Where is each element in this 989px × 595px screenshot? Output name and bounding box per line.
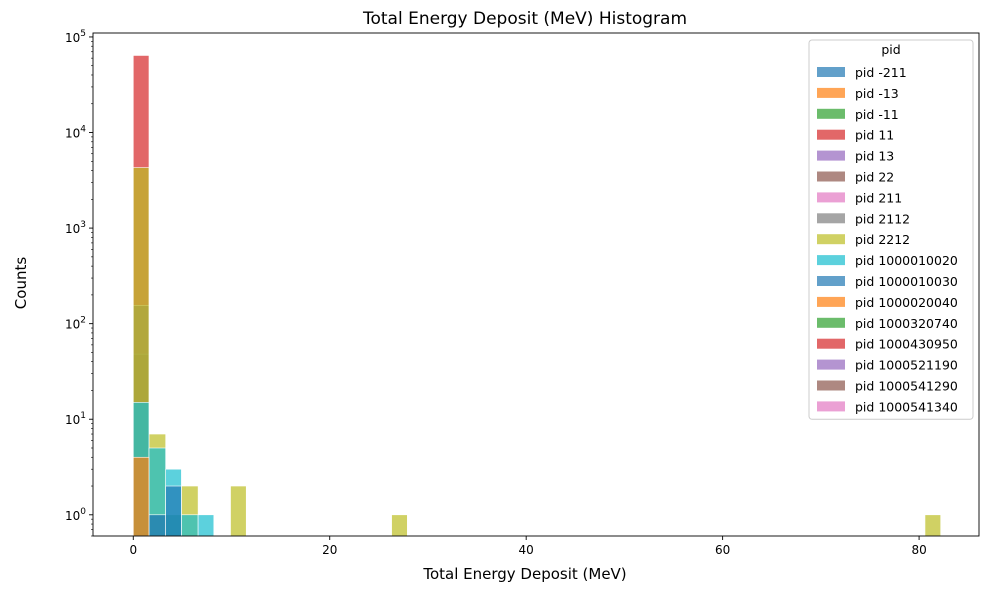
legend-swatch — [817, 213, 845, 224]
legend-item-label: pid 1000010020 — [855, 253, 958, 268]
legend-swatch — [817, 234, 845, 245]
histogram-bar — [148, 514, 166, 537]
legend-item-label: pid 1000541290 — [855, 379, 958, 394]
legend: pid pid -211 pid -13 pid -11 pid 11 pid 13 pid… — [808, 39, 974, 420]
histogram-bar — [165, 485, 182, 537]
y-tick-exponent: 1 — [80, 411, 86, 421]
y-tick-exponent: 5 — [80, 29, 86, 39]
legend-item-label: pid 1000430950 — [855, 337, 958, 352]
legend-item-label: pid 1000521190 — [855, 358, 958, 373]
y-tick-exponent: 4 — [80, 125, 86, 135]
legend-item-label: pid 11 — [855, 128, 894, 143]
y-tick-label: 105 — [65, 29, 86, 45]
y-tick-base: 10 — [65, 31, 80, 45]
y-tick-base: 10 — [65, 318, 80, 332]
x-tick-label: 0 — [129, 543, 137, 557]
x-tick-label: 20 — [322, 543, 337, 557]
y-tick-label: 104 — [65, 125, 86, 141]
y-tick-exponent: 2 — [80, 316, 86, 326]
y-tick-label: 101 — [65, 411, 86, 427]
x-ticks: 0 20 40 60 80 — [129, 536, 927, 557]
y-tick-label: 100 — [65, 507, 86, 523]
legend-swatch — [817, 359, 845, 370]
legend-swatch — [817, 87, 845, 98]
legend-item-label: pid -13 — [855, 86, 899, 101]
legend-item-label: pid 2112 — [855, 211, 910, 226]
legend-swatch — [817, 401, 845, 412]
legend-item-label: pid 13 — [855, 149, 894, 164]
histogram-bar — [230, 485, 247, 537]
y-tick-exponent: 3 — [80, 220, 86, 230]
legend-item-label: pid 1000541340 — [855, 399, 958, 414]
legend-item-label: pid 211 — [855, 190, 902, 205]
histogram-bar — [197, 514, 215, 537]
histogram-bar — [391, 514, 408, 537]
histogram-bar — [181, 514, 199, 537]
chart-title: Total Energy Deposit (MeV) Histogram — [362, 9, 687, 29]
legend-swatch — [817, 150, 845, 161]
plot-frame — [92, 32, 980, 537]
y-tick-exponent: 0 — [80, 507, 86, 517]
legend-item-label: pid 2212 — [855, 232, 910, 247]
histogram-bar — [132, 456, 150, 537]
x-axis-label: Total Energy Deposit (MeV) — [422, 565, 626, 583]
legend-swatch — [817, 380, 845, 391]
legend-swatch — [817, 171, 845, 182]
y-tick-base: 10 — [65, 222, 80, 236]
legend-swatch — [817, 317, 845, 328]
legend-swatch — [817, 255, 845, 266]
legend-swatch — [817, 276, 845, 286]
legend-item-label: pid 22 — [855, 170, 894, 185]
legend-swatch — [817, 108, 845, 119]
histogram-bar — [924, 514, 941, 537]
legend-swatch — [817, 296, 845, 307]
y-tick-label: 103 — [65, 220, 86, 236]
legend-item-label: pid 1000010030 — [855, 274, 958, 289]
legend-item-label: pid -211 — [855, 65, 907, 80]
legend-item-label: pid 1000320740 — [855, 316, 958, 331]
bars-layer — [132, 55, 941, 537]
y-axis-label: Counts — [12, 257, 30, 310]
legend-swatch — [817, 192, 845, 203]
x-tick-label: 40 — [519, 543, 534, 557]
y-tick-base: 10 — [65, 509, 80, 523]
y-tick-base: 10 — [65, 127, 80, 141]
legend-title: pid — [881, 42, 900, 57]
legend-box — [808, 39, 974, 420]
legend-swatch — [817, 67, 845, 77]
legend-swatch — [817, 129, 845, 140]
legend-item-label: pid -11 — [855, 107, 899, 122]
y-tick-label: 102 — [65, 316, 86, 332]
legend-swatch — [817, 338, 845, 349]
x-tick-label: 80 — [911, 543, 926, 557]
x-tick-label: 60 — [715, 543, 730, 557]
legend-item-label: pid 1000020040 — [855, 295, 958, 310]
y-tick-base: 10 — [65, 413, 80, 427]
